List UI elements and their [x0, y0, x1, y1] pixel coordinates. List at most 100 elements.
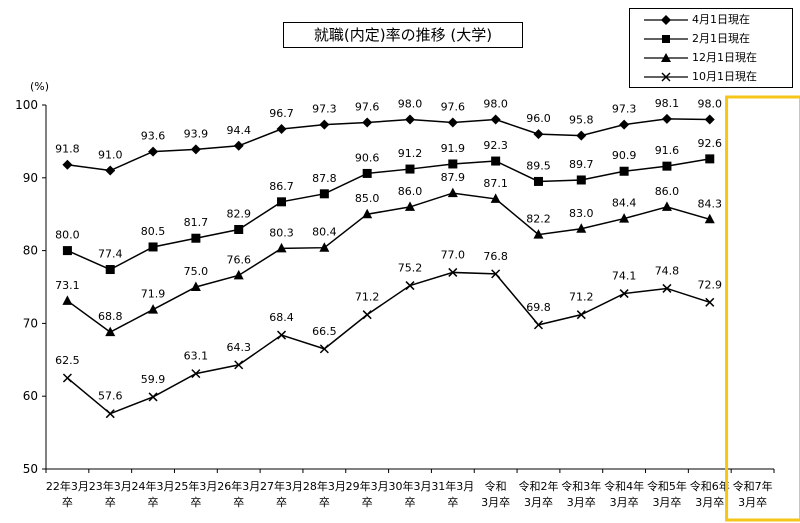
data-point-diamond — [533, 129, 544, 140]
data-point-triangle — [276, 242, 287, 253]
highlight-box — [725, 95, 800, 522]
x-tick-label: 3月卒 — [738, 495, 767, 509]
x-tick-label: 3月卒 — [652, 495, 681, 509]
data-point-diamond — [405, 114, 415, 125]
x-tick-label: 28年3月 — [303, 479, 346, 493]
x-tick-label: 令和4年 — [604, 479, 644, 493]
data-point-square — [362, 168, 372, 178]
data-point-x — [105, 409, 115, 419]
data-label: 85.0 — [355, 192, 380, 205]
x-tick-label: 23年3月 — [89, 479, 132, 493]
x-tick-label: 卒 — [447, 495, 458, 509]
data-label: 74.1 — [612, 270, 637, 283]
data-label: 80.0 — [55, 229, 80, 242]
data-point-x — [62, 373, 72, 383]
data-point-x — [448, 267, 458, 277]
data-point-diamond — [319, 119, 330, 130]
y-tick-label: 60 — [23, 389, 38, 403]
x-tick-label: 卒 — [148, 495, 159, 509]
data-point-triangle — [490, 193, 501, 203]
x-tick-label: 卒 — [276, 495, 287, 509]
legend-item-dec1: 12月1日現在 — [630, 49, 792, 67]
data-point-square — [62, 246, 72, 256]
y-tick-label: 70 — [23, 316, 38, 330]
data-label: 86.7 — [269, 180, 294, 193]
x-tick-label: 卒 — [233, 495, 244, 509]
data-label: 92.6 — [698, 137, 723, 150]
x-tick-label: 22年3月 — [46, 479, 89, 493]
data-point-triangle — [447, 187, 458, 198]
data-label: 71.2 — [355, 291, 380, 304]
data-point-square — [148, 242, 158, 252]
data-label: 90.6 — [355, 151, 380, 164]
x-tick-label: 卒 — [405, 495, 416, 509]
y-tick-label: 90 — [23, 171, 38, 185]
data-point-diamond — [490, 114, 501, 125]
data-label: 97.6 — [355, 100, 380, 113]
x-tick-label: 令和 — [485, 479, 507, 493]
x-tick-label: 令和2年 — [518, 479, 558, 493]
y-axis-unit: (%) — [30, 80, 50, 93]
data-point-triangle — [190, 281, 201, 291]
x-tick-label: 卒 — [62, 495, 73, 509]
x-tick-label: 令和3年 — [561, 479, 601, 493]
data-point-x — [662, 283, 672, 293]
data-label: 98.1 — [655, 97, 680, 110]
data-point-square — [191, 233, 201, 243]
data-point-square — [234, 224, 244, 234]
data-label: 86.0 — [398, 185, 423, 198]
data-point-square — [405, 164, 415, 174]
x-tick-label: 令和7年 — [733, 479, 773, 493]
data-point-triangle — [362, 208, 373, 219]
y-tick-label: 100 — [15, 98, 38, 112]
data-point-x — [705, 297, 715, 307]
data-label: 76.8 — [483, 250, 508, 263]
data-label: 95.8 — [569, 114, 594, 127]
data-point-x — [491, 269, 501, 279]
y-tick-label: 80 — [23, 244, 38, 258]
data-label: 92.3 — [483, 139, 508, 152]
x-tick-label: 29年3月 — [346, 479, 389, 493]
legend-label: 10月1日現在 — [692, 70, 757, 83]
data-label: 87.8 — [312, 172, 337, 185]
data-label: 81.7 — [184, 216, 209, 229]
data-label: 69.8 — [526, 301, 551, 314]
data-point-square — [105, 265, 115, 275]
data-label: 75.0 — [184, 265, 209, 278]
data-point-diamond — [276, 124, 287, 135]
x-tick-label: 令和6年 — [690, 479, 730, 493]
y-tick-label: 50 — [23, 462, 38, 476]
x-tick-label: 31年3月 — [431, 479, 474, 493]
x-tick-label: 卒 — [319, 495, 330, 509]
data-label: 77.0 — [441, 248, 466, 261]
data-label: 91.0 — [98, 149, 123, 162]
x-tick-label: 3月卒 — [567, 495, 596, 509]
data-label: 75.2 — [398, 262, 423, 275]
data-label: 80.5 — [141, 225, 166, 238]
data-label: 80.3 — [269, 226, 294, 239]
data-point-triangle — [704, 213, 715, 224]
series-line — [67, 158, 710, 271]
data-label: 57.6 — [98, 390, 123, 403]
x-tick-label: 3月卒 — [524, 495, 553, 509]
data-label: 63.1 — [184, 350, 209, 363]
data-point-triangle — [533, 229, 544, 239]
legend-marker-triangle-icon — [644, 53, 688, 62]
legend-marker-diamond-icon — [644, 15, 688, 25]
x-tick-label: 27年3月 — [260, 479, 303, 493]
data-point-diamond — [362, 117, 373, 128]
data-label: 68.8 — [98, 310, 123, 323]
data-point-x — [234, 360, 244, 370]
data-point-triangle — [405, 201, 415, 211]
data-label: 90.9 — [612, 149, 637, 162]
data-label: 80.4 — [312, 226, 337, 239]
data-point-x — [576, 310, 586, 320]
data-label: 98.0 — [483, 98, 508, 111]
legend-item-apr1: 4月1日現在 — [630, 11, 792, 29]
data-label: 76.6 — [226, 253, 251, 266]
data-label: 68.4 — [269, 311, 294, 324]
legend-item-feb1: 2月1日現在 — [630, 30, 792, 48]
data-label: 77.4 — [98, 248, 123, 261]
data-label: 91.6 — [655, 144, 680, 157]
data-label: 89.5 — [526, 159, 551, 172]
